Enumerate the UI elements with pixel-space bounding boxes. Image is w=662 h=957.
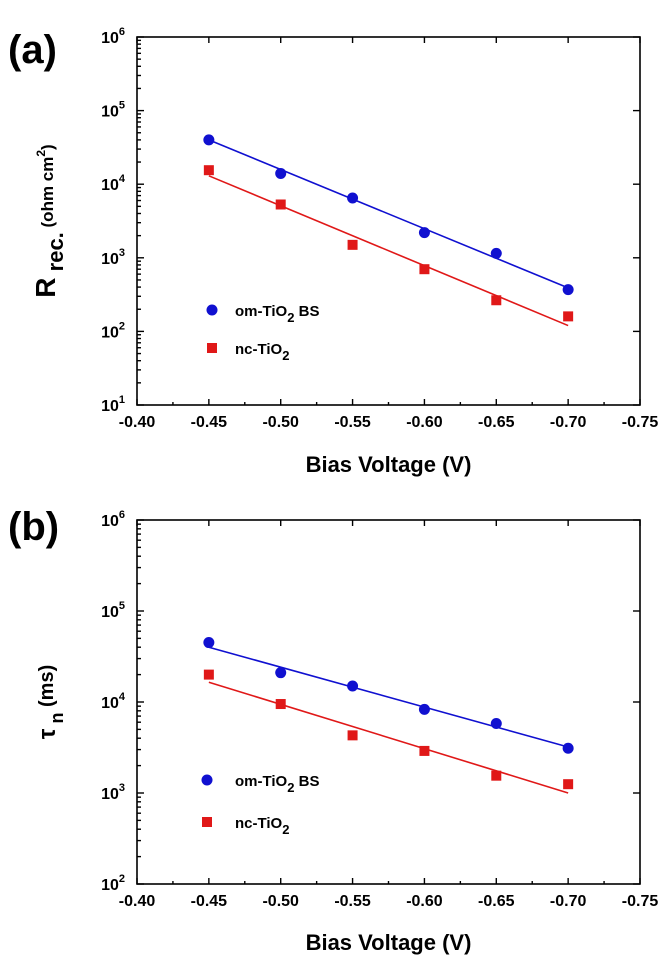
- x-axis-title: Bias Voltage (V): [306, 452, 472, 477]
- legend-marker: [207, 343, 217, 353]
- x-tick-label: -0.55: [334, 893, 371, 910]
- legend: om-TiO2 BS nc-TiO2: [201, 773, 319, 837]
- x-tick-label: -0.70: [550, 893, 587, 910]
- y-tick-label: 106: [101, 509, 125, 530]
- data-point: [347, 730, 358, 741]
- data-point: [419, 745, 430, 756]
- x-axis-title: Bias Voltage (V): [306, 930, 472, 955]
- y-tick-label: 105: [101, 600, 125, 621]
- data-point: [562, 742, 574, 754]
- y-tick-label: 103: [101, 782, 125, 803]
- data-point: [491, 770, 502, 781]
- legend: om-TiO2 BS nc-TiO2: [206, 303, 319, 363]
- y-tick-label: 102: [101, 873, 125, 894]
- x-tick-label: -0.40: [119, 414, 156, 431]
- panel-label: (a): [8, 28, 57, 72]
- legend-marker: [202, 817, 212, 827]
- legend-label: om-TiO2 BS: [235, 773, 319, 795]
- data-point: [275, 199, 286, 210]
- x-tick-label: -0.75: [622, 893, 659, 910]
- legend-marker: [201, 774, 213, 786]
- data-point: [275, 699, 286, 710]
- data-point: [563, 311, 574, 322]
- y-tick-label: 105: [101, 100, 125, 121]
- y-tick-label: 106: [101, 26, 125, 47]
- x-tick-label: -0.65: [478, 893, 515, 910]
- x-tick-label: -0.45: [191, 893, 228, 910]
- x-tick-label: -0.45: [191, 414, 228, 431]
- x-tick-label: -0.65: [478, 414, 515, 431]
- data-point: [347, 192, 359, 204]
- legend-label: nc-TiO2: [235, 815, 289, 837]
- y-axis-title: R rec. (ohm cm2): [30, 144, 68, 297]
- data-point: [490, 247, 502, 259]
- x-tick-label: -0.50: [262, 414, 299, 431]
- series-om-tio2-bs: [203, 637, 574, 754]
- fit-line: [208, 175, 569, 327]
- data-point: [203, 669, 214, 680]
- x-tick-label: -0.60: [406, 893, 443, 910]
- data-point: [562, 284, 574, 296]
- data-point: [490, 718, 502, 730]
- data-point: [491, 295, 502, 306]
- y-tick-label: 102: [101, 320, 125, 341]
- x-tick-label: -0.40: [119, 893, 156, 910]
- x-tick-label: -0.50: [262, 893, 299, 910]
- y-tick-label: 101: [101, 394, 125, 415]
- y-tick-label: 103: [101, 247, 125, 268]
- data-point: [347, 680, 359, 692]
- data-point: [203, 134, 215, 146]
- data-point: [347, 239, 358, 250]
- x-tick-label: -0.70: [550, 414, 587, 431]
- panel-label: (b): [8, 505, 59, 549]
- legend-marker: [206, 304, 218, 316]
- legend-label: nc-TiO2: [235, 341, 289, 363]
- chart-panel-b: (b) -0.40 -0.45 -0.50 -0.55 -0.60 -0.65 -0.70 -0…: [8, 505, 658, 955]
- legend-label: om-TiO2 BS: [235, 303, 319, 325]
- fit-line: [208, 681, 569, 794]
- data-point: [203, 165, 214, 176]
- y-tick-label: 104: [101, 173, 126, 194]
- data-point: [275, 667, 287, 679]
- y-axis-title: τ n (ms): [34, 665, 67, 740]
- fit-line: [208, 646, 569, 748]
- x-tick-label: -0.75: [622, 414, 659, 431]
- series-nc-tio2: [203, 165, 574, 327]
- x-tick-label: -0.60: [406, 414, 443, 431]
- data-point: [419, 264, 430, 275]
- chart-panel-a: (a) -0.40 -0.45 -0.50 -0.55 -0.60 -0.65 -0.70 -0…: [8, 26, 658, 477]
- plot-frame: [136, 519, 641, 885]
- y-tick-label: 104: [101, 691, 126, 712]
- x-tick-label: -0.55: [334, 414, 371, 431]
- data-point: [418, 227, 430, 239]
- data-point: [563, 779, 574, 790]
- data-point: [275, 167, 287, 179]
- fit-line: [208, 139, 569, 289]
- data-point: [203, 637, 215, 649]
- data-point: [418, 703, 430, 715]
- series-nc-tio2: [203, 669, 574, 794]
- series-om-tio2-bs: [203, 134, 574, 296]
